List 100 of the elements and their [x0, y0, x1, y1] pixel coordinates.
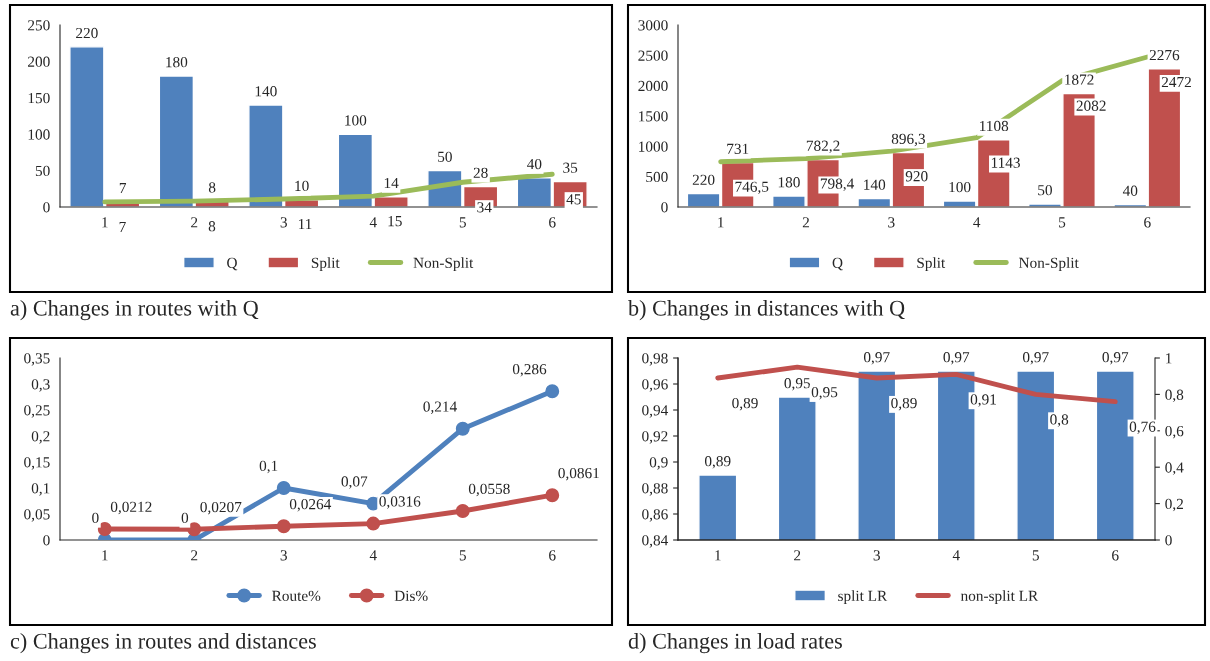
- legend-label: split LR: [838, 590, 888, 605]
- legend-label: Q: [227, 257, 238, 271]
- x-tick-label: 4: [952, 550, 960, 561]
- data-label: 140: [255, 86, 277, 97]
- legend-label: Non-Split: [413, 257, 474, 272]
- text: d) Changes in load rates: [628, 633, 842, 654]
- data-label: 0,1: [259, 460, 278, 474]
- x-tick-label: 1: [718, 217, 724, 228]
- data-label: 40: [527, 158, 542, 170]
- data-label: 50: [1038, 185, 1052, 196]
- data-label: 896,3: [891, 133, 925, 147]
- text: c) Changes in routes and distances: [10, 633, 316, 654]
- y-tick-label: 3000: [638, 20, 668, 31]
- data-label: 40: [1122, 185, 1138, 196]
- legend-label: non-split LR: [960, 590, 1039, 605]
- data-label: 220: [692, 174, 715, 185]
- point: [545, 488, 560, 503]
- data-label: 0,95: [811, 386, 838, 400]
- x-tick-label: 6: [1112, 550, 1119, 561]
- x-tick-label: 1: [102, 550, 108, 561]
- data-label: 782,2: [806, 140, 840, 154]
- data-label: 2276: [1149, 50, 1180, 61]
- data-label: 180: [778, 177, 800, 188]
- y-tick-label: 0,84: [642, 535, 669, 548]
- y-tick-label: 0,88: [642, 483, 668, 496]
- y-tick-label: 0,92: [642, 431, 668, 444]
- point: [276, 481, 291, 495]
- x-tick-label: 6: [1144, 217, 1151, 228]
- y-tick-label: 0,05: [24, 509, 50, 522]
- data-label: 0: [181, 512, 189, 524]
- data-label: 798,4: [820, 178, 855, 191]
- y-tick-label: 200: [28, 56, 50, 67]
- y-tick-label: 0,86: [642, 509, 668, 522]
- data-label: 0,0264: [289, 498, 332, 512]
- x-tick-label: 3: [280, 217, 287, 228]
- x-tick-label: 4: [369, 550, 377, 561]
- y-tick-label: 0,1: [31, 483, 50, 496]
- x-tick-label: 1: [102, 217, 108, 228]
- legend-label: Non-Split: [1018, 257, 1079, 272]
- y-tick-label: 500: [646, 171, 668, 183]
- x-tick-label: 6: [549, 217, 556, 228]
- data-label: 1143: [991, 157, 1020, 168]
- data-label: 746,5: [735, 181, 769, 195]
- y-tick-label: 0,25: [24, 405, 50, 418]
- x-tick-label: 2: [794, 550, 801, 561]
- data-label: 0,0316: [379, 496, 421, 509]
- data-label: 0,76: [1129, 421, 1156, 435]
- data-label: 10: [295, 180, 309, 192]
- data-label: 11: [298, 218, 312, 230]
- x-tick-label: 2: [802, 217, 809, 228]
- data-label: 2082: [1076, 100, 1106, 111]
- x-tick-label: 4: [973, 217, 981, 228]
- y-tick-label: 0,98: [642, 353, 668, 366]
- data-label: 100: [345, 115, 367, 126]
- legend-label: Split: [917, 257, 946, 272]
- data-label: 0,89: [891, 397, 917, 411]
- y-tick-label: 1500: [639, 111, 668, 122]
- y-tick-label: 0,15: [24, 457, 50, 470]
- data-label: 2472: [1161, 76, 1191, 88]
- y-tick-label: 0,96: [642, 379, 668, 392]
- y-tick-label: 1000: [639, 141, 668, 152]
- data-label: 0: [92, 512, 99, 524]
- data-label: 0,07: [341, 476, 368, 489]
- x-tick-label: 3: [280, 550, 287, 561]
- data-label: 0,0861: [558, 467, 599, 481]
- point: [366, 516, 381, 531]
- data-label: 50: [438, 151, 452, 162]
- legend-label: Q: [832, 257, 843, 271]
- y-tick-label: 250: [28, 20, 50, 31]
- data-label: 0,95: [784, 378, 811, 391]
- data-label: 0,97: [1022, 352, 1049, 365]
- data-label: 35: [563, 162, 578, 173]
- x-tick-label: 5: [1059, 217, 1066, 228]
- x-tick-label: 4: [369, 217, 377, 228]
- data-label: 180: [166, 56, 188, 68]
- data-label: 1872: [1065, 74, 1094, 85]
- x-tick-label: 2: [191, 217, 198, 228]
- point: [276, 519, 291, 534]
- data-label: 0,91: [970, 394, 996, 407]
- data-label: 0,214: [423, 401, 457, 414]
- legend-label: Route%: [272, 590, 321, 602]
- data-label: 920: [905, 171, 928, 182]
- point: [187, 522, 202, 537]
- data-label: 1108: [980, 120, 1009, 132]
- data-label: 0,0207: [200, 501, 242, 515]
- y-tick-label: 0,3: [31, 379, 50, 392]
- data-label: 14: [384, 177, 399, 188]
- y2-tick-label: 0,6: [1165, 425, 1184, 439]
- y-tick-label: 0,94: [642, 405, 669, 418]
- data-label: 0,97: [1102, 352, 1129, 365]
- y-tick-label: 0,2: [31, 431, 50, 444]
- text: b) Changes in distances with Q: [628, 300, 905, 321]
- data-label: 15: [388, 216, 402, 227]
- y-tick-label: 150: [28, 92, 50, 104]
- y-tick-label: 0,35: [24, 353, 50, 366]
- x-tick-label: 6: [549, 550, 556, 561]
- y-tick-label: 0: [661, 202, 668, 213]
- y-tick-label: 0,9: [649, 457, 668, 470]
- data-label: 100: [949, 181, 971, 193]
- point: [97, 522, 112, 536]
